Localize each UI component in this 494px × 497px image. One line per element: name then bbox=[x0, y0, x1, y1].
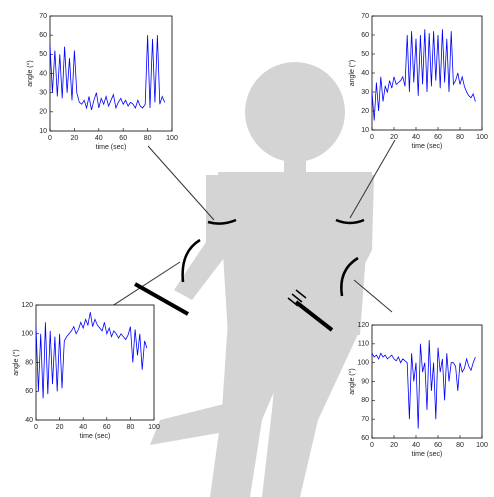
y-tick-label: 90 bbox=[361, 378, 369, 385]
y-tick-label: 60 bbox=[39, 32, 47, 39]
y-tick-label: 40 bbox=[39, 70, 47, 77]
y-tick-label: 60 bbox=[361, 435, 369, 442]
x-tick-label: 80 bbox=[144, 135, 152, 142]
y-tick-label: 60 bbox=[361, 32, 369, 39]
x-tick-label: 20 bbox=[390, 442, 398, 449]
chart: 60 70 80 90 100 110 120 0 20 40 60 80 100 time (sec) a… bbox=[348, 322, 488, 458]
y-axis-label: angle (°) bbox=[12, 349, 20, 376]
x-tick-label: 80 bbox=[127, 424, 135, 431]
x-tick-label: 20 bbox=[56, 424, 64, 431]
x-tick-label: 0 bbox=[370, 134, 374, 141]
x-tick-label: 60 bbox=[434, 134, 442, 141]
x-tick-label: 60 bbox=[103, 424, 111, 431]
chart: 40 60 80 100 120 0 20 40 60 80 100 time (sec) angle … bbox=[12, 302, 160, 440]
y-tick-label: 80 bbox=[25, 359, 33, 366]
x-tick-label: 0 bbox=[48, 135, 52, 142]
x-axis-label: time (sec) bbox=[96, 144, 127, 151]
y-tick-label: 110 bbox=[358, 341, 369, 348]
x-tick-label: 100 bbox=[476, 134, 488, 141]
x-tick-label: 20 bbox=[71, 135, 79, 142]
y-tick-label: 30 bbox=[39, 90, 47, 97]
y-tick-label: 120 bbox=[357, 322, 369, 329]
y-tick-label: 70 bbox=[361, 416, 369, 423]
plot-area bbox=[372, 325, 482, 438]
y-tick-label: 20 bbox=[39, 109, 47, 116]
x-tick-label: 100 bbox=[166, 135, 178, 142]
y-axis-label: angle (°) bbox=[348, 60, 356, 87]
y-tick-label: 100 bbox=[21, 331, 33, 338]
y-tick-label: 20 bbox=[361, 108, 369, 115]
x-axis-label: time (sec) bbox=[80, 433, 111, 440]
x-tick-label: 80 bbox=[456, 442, 464, 449]
y-tick-label: 100 bbox=[357, 360, 369, 367]
y-axis-label: angle (°) bbox=[348, 368, 356, 395]
y-tick-label: 60 bbox=[25, 388, 33, 395]
x-tick-label: 40 bbox=[412, 442, 420, 449]
x-tick-label: 0 bbox=[370, 442, 374, 449]
chart: 10 20 30 40 50 60 70 0 20 40 60 80 100 time (sec) angl… bbox=[348, 13, 488, 150]
connector bbox=[148, 146, 214, 220]
y-tick-label: 40 bbox=[361, 70, 369, 77]
y-tick-label: 50 bbox=[39, 51, 47, 58]
x-tick-label: 0 bbox=[34, 424, 38, 431]
y-tick-label: 50 bbox=[361, 51, 369, 58]
x-tick-label: 40 bbox=[412, 134, 420, 141]
y-tick-label: 30 bbox=[361, 89, 369, 96]
y-tick-label: 120 bbox=[21, 302, 33, 309]
x-tick-label: 100 bbox=[148, 424, 160, 431]
figure: 10203040506070020406080100time (sec)angl… bbox=[0, 0, 494, 497]
x-tick-label: 20 bbox=[390, 134, 398, 141]
x-tick-label: 100 bbox=[476, 442, 488, 449]
chart: 10 20 30 40 50 60 70 0 20 40 60 80 100 time (sec) angl… bbox=[26, 13, 178, 151]
x-tick-label: 80 bbox=[456, 134, 464, 141]
x-tick-label: 60 bbox=[434, 442, 442, 449]
x-tick-label: 40 bbox=[79, 424, 87, 431]
x-tick-label: 40 bbox=[95, 135, 103, 142]
x-tick-label: 60 bbox=[119, 135, 127, 142]
plot-area bbox=[372, 16, 482, 130]
y-tick-label: 10 bbox=[39, 128, 47, 135]
y-tick-label: 80 bbox=[361, 397, 369, 404]
y-tick-label: 70 bbox=[361, 13, 369, 20]
y-tick-label: 40 bbox=[25, 417, 33, 424]
head bbox=[245, 62, 345, 162]
y-tick-label: 10 bbox=[361, 127, 369, 134]
y-axis-label: angle (°) bbox=[26, 60, 34, 87]
x-axis-label: time (sec) bbox=[412, 451, 443, 458]
y-tick-label: 70 bbox=[39, 13, 47, 20]
x-axis-label: time (sec) bbox=[412, 143, 443, 150]
